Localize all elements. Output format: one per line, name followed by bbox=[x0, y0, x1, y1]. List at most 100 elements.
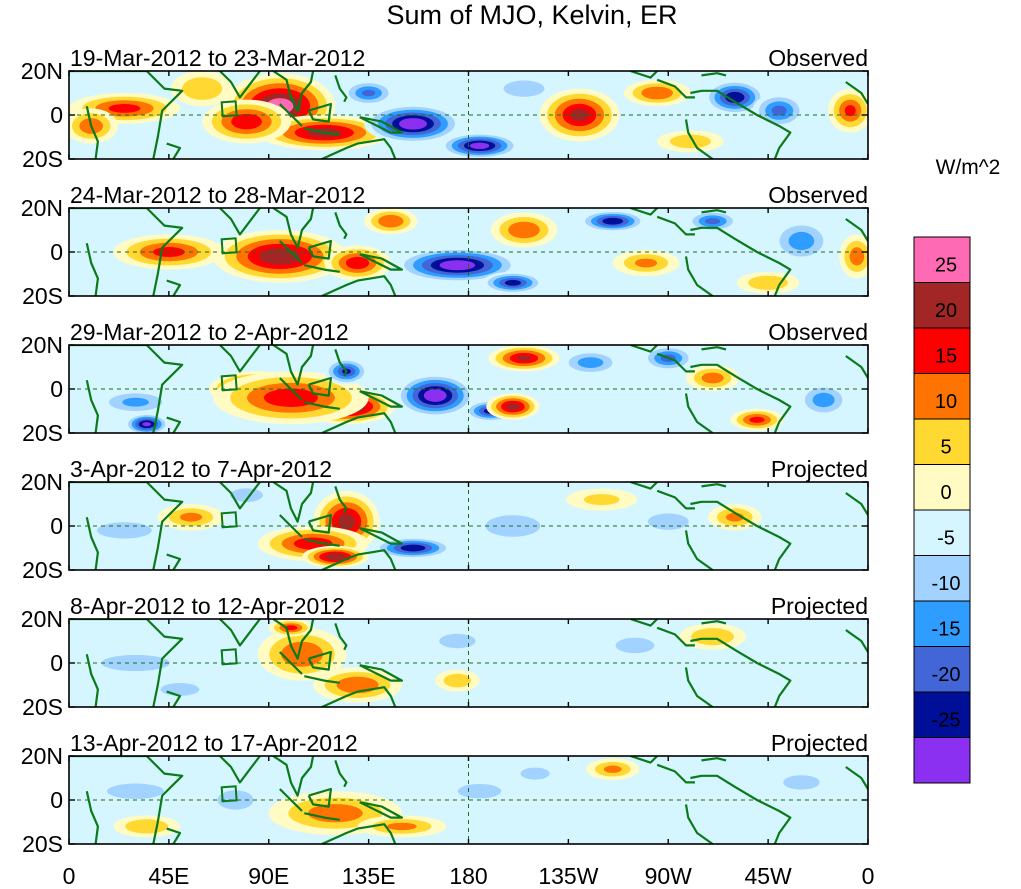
coastline bbox=[272, 208, 315, 249]
reference-box bbox=[220, 100, 238, 118]
x-tick-label: 135W bbox=[538, 863, 598, 889]
coastline bbox=[69, 619, 184, 707]
anomaly-contour bbox=[400, 544, 426, 552]
coastline bbox=[630, 71, 658, 79]
coastline bbox=[166, 553, 182, 570]
coastline bbox=[359, 116, 403, 134]
colorbar-tick-label: 0 bbox=[940, 482, 951, 504]
panel-period-label: 24-Mar-2012 to 28-Mar-2012 bbox=[70, 182, 365, 208]
coastline bbox=[166, 416, 182, 433]
field-area bbox=[69, 345, 868, 433]
colorbar-segment bbox=[913, 418, 971, 465]
coastline bbox=[845, 355, 868, 379]
panel-4: 20N 0 20S 3-Apr-2012 to 7-Apr-2012 Projected bbox=[21, 456, 869, 583]
coastline bbox=[321, 412, 397, 433]
coastline bbox=[307, 102, 332, 123]
y-tick-label: 20S bbox=[22, 283, 63, 309]
coastline bbox=[334, 212, 348, 240]
anomaly-contour bbox=[429, 392, 441, 399]
anomaly-contour bbox=[378, 214, 404, 228]
coastline bbox=[279, 514, 303, 538]
coastline bbox=[272, 345, 315, 386]
coastline bbox=[69, 482, 184, 570]
coastline bbox=[307, 787, 332, 808]
panel-type-label: Observed bbox=[768, 319, 868, 345]
anomaly-contour bbox=[725, 91, 745, 103]
coastline bbox=[307, 239, 332, 260]
anomaly-contour bbox=[844, 105, 856, 117]
colorbar-tick-label: -5 bbox=[937, 528, 955, 550]
coastline bbox=[359, 527, 403, 545]
reference-box bbox=[220, 237, 238, 255]
y-tick-label: 0 bbox=[50, 513, 63, 539]
x-tick-label: 45E bbox=[148, 863, 189, 889]
coastline bbox=[656, 215, 695, 236]
colorbar-tick-label: 15 bbox=[935, 346, 957, 368]
anomaly-contour bbox=[812, 392, 835, 408]
coastline bbox=[701, 209, 727, 214]
y-tick-label: 20N bbox=[21, 743, 63, 769]
coastline bbox=[321, 823, 397, 844]
anomaly-contour bbox=[705, 218, 721, 225]
coastline bbox=[166, 690, 182, 707]
y-tick-label: 20S bbox=[22, 557, 63, 583]
coastline bbox=[359, 664, 403, 682]
colorbar-segment bbox=[913, 327, 971, 374]
anomaly-contour bbox=[230, 488, 263, 503]
coastline bbox=[272, 482, 315, 523]
panels: 20N 0 20S 19-Mar-2012 to 23-Mar-2012 Observe… bbox=[21, 45, 869, 857]
coastline bbox=[69, 345, 184, 433]
x-tick-label: 90E bbox=[248, 863, 289, 889]
colorbar-tick-label: -10 bbox=[932, 573, 961, 595]
coastline bbox=[304, 538, 340, 547]
panel-period-label: 29-Mar-2012 to 2-Apr-2012 bbox=[70, 319, 349, 345]
coastline bbox=[307, 513, 332, 534]
anomaly-contour bbox=[439, 633, 476, 649]
coastline bbox=[219, 482, 261, 510]
y-tick-label: 0 bbox=[50, 787, 63, 813]
anomaly-contour bbox=[849, 247, 865, 266]
anomaly-contour bbox=[615, 637, 655, 654]
field-area bbox=[69, 71, 868, 159]
anomaly-contour bbox=[142, 422, 151, 427]
y-tick-label: 20N bbox=[21, 332, 63, 358]
anomaly-contour bbox=[125, 819, 169, 834]
coastline bbox=[85, 653, 100, 707]
coastline bbox=[166, 142, 182, 159]
coastline bbox=[845, 492, 868, 516]
coastline bbox=[219, 345, 261, 373]
coastline bbox=[684, 667, 714, 707]
panel-period-label: 13-Apr-2012 to 17-Apr-2012 bbox=[70, 730, 358, 756]
anomaly-contour bbox=[783, 775, 820, 790]
coastline bbox=[219, 71, 261, 99]
colorbar-tick-label: 20 bbox=[935, 300, 957, 322]
coastline bbox=[359, 390, 403, 408]
coastline bbox=[701, 620, 727, 625]
anomaly-contour bbox=[179, 512, 203, 522]
coastline bbox=[321, 275, 397, 296]
anomaly-contour bbox=[406, 121, 421, 127]
anomaly-contour bbox=[634, 258, 658, 268]
coastline bbox=[166, 279, 182, 296]
anomaly-contour bbox=[107, 783, 165, 799]
coastline bbox=[69, 208, 184, 296]
coastline bbox=[630, 756, 658, 764]
coastline bbox=[701, 72, 727, 77]
anomaly-contour bbox=[505, 403, 520, 410]
coastline bbox=[334, 349, 348, 377]
coastline bbox=[684, 804, 714, 844]
coastline bbox=[334, 75, 348, 103]
field-area bbox=[69, 756, 868, 844]
x-tick-label: 90W bbox=[645, 863, 693, 889]
y-tick-label: 0 bbox=[50, 239, 63, 265]
anomaly-contour bbox=[788, 231, 815, 251]
coastline bbox=[845, 629, 868, 653]
panel-type-label: Observed bbox=[768, 45, 868, 71]
coastline bbox=[334, 486, 348, 514]
colorbar-segment bbox=[913, 737, 971, 784]
colorbar-segment bbox=[913, 600, 971, 647]
coastline bbox=[279, 377, 303, 401]
colorbar-segment bbox=[913, 282, 971, 329]
anomaly-contour bbox=[97, 522, 152, 539]
coastline bbox=[69, 71, 184, 159]
